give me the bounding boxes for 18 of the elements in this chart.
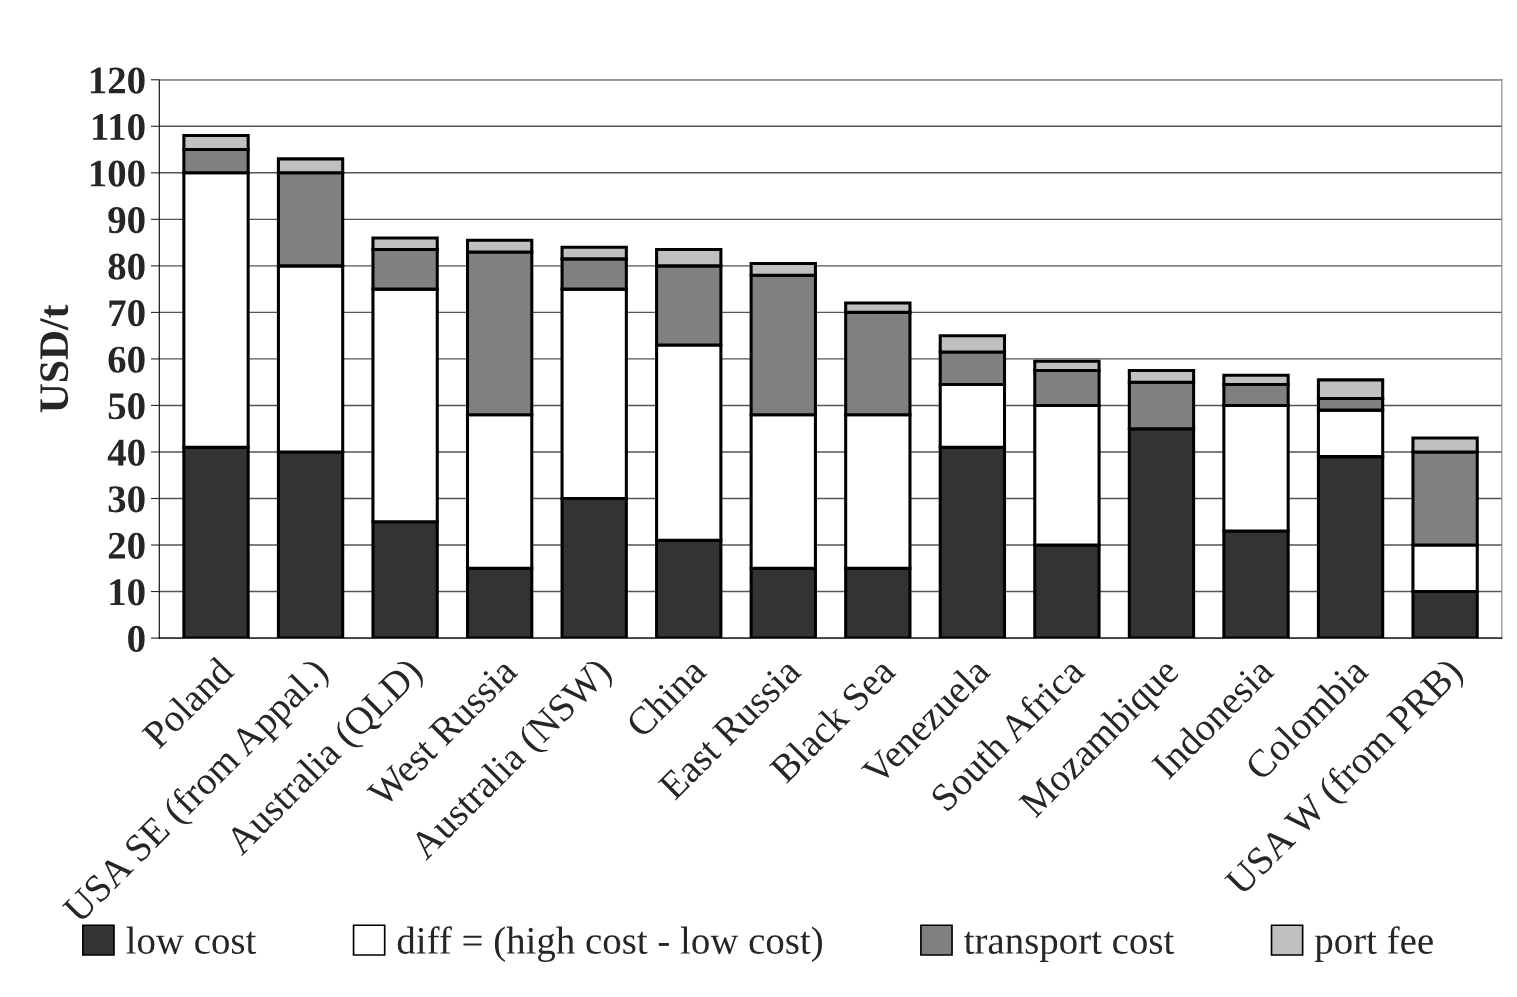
y-tick-label: 70: [109, 300, 145, 327]
y-tick-label: 120: [90, 67, 145, 94]
y-tick-label: 10: [110, 579, 145, 606]
y-tick-label: 50: [108, 393, 145, 420]
y-tick-label: 90: [108, 206, 145, 234]
y-axis-title: USD/t: [40, 304, 69, 413]
y-tick-label: 40: [107, 439, 145, 466]
y-tick-label: 60: [108, 346, 145, 373]
y-tick-label: 80: [108, 253, 145, 280]
y-tick-label: 30: [108, 486, 145, 513]
y-tick-label: 0: [128, 625, 145, 652]
legend-label: transport cost: [964, 931, 1175, 962]
y-tick-label: 100: [90, 160, 145, 187]
y-tick-label: 20: [108, 532, 145, 559]
y-tick-label: 110: [93, 113, 145, 141]
legend-label: port fee: [1314, 926, 1433, 962]
legend-label: low cost: [126, 926, 257, 954]
legend-label: diff = (high cost - low cost): [397, 926, 822, 962]
